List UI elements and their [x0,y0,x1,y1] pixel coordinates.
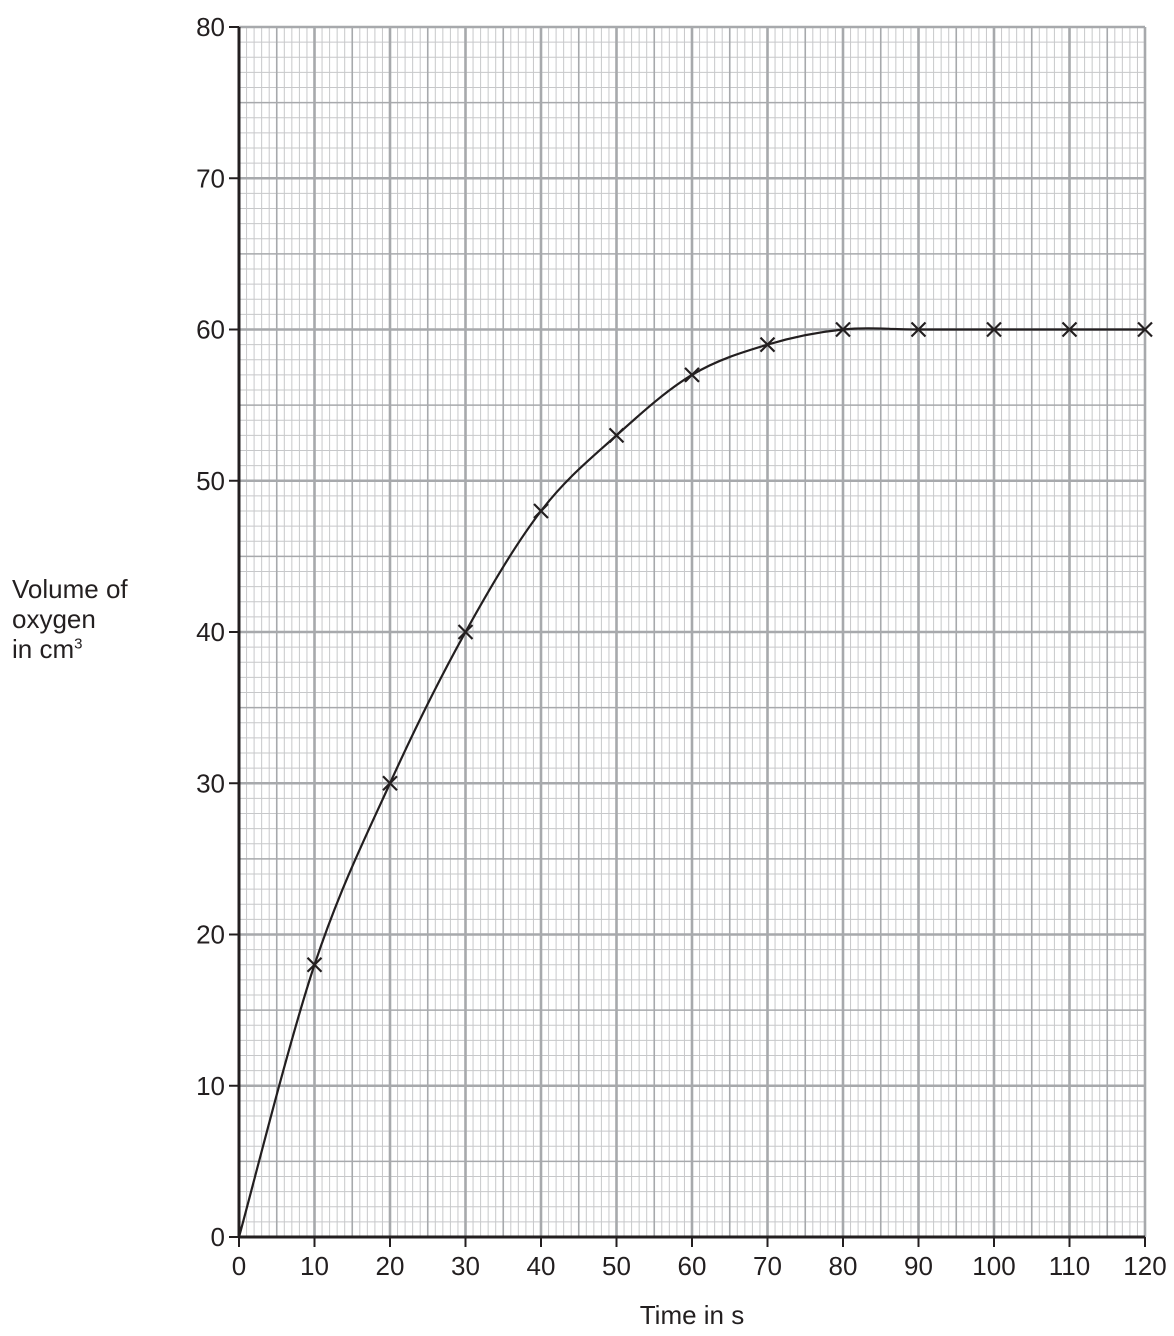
x-tick-label: 10 [300,1251,329,1281]
y-axis-unit-exponent: 3 [74,635,83,653]
data-point-marker [457,624,474,640]
y-tick-label: 40 [196,617,225,647]
x-axis-label: Time in s [640,1300,745,1330]
y-axis-label: Volume of oxygen in cm3 [12,574,128,664]
data-point-markers [306,321,1153,973]
data-point-marker [684,367,700,383]
x-tick-label: 70 [753,1251,782,1281]
x-tick-label: 30 [451,1251,480,1281]
data-point-marker [759,336,776,353]
x-tick-label: 120 [1123,1251,1166,1281]
x-tick-label: 50 [602,1251,631,1281]
y-axis-label-line-1: Volume of [12,574,128,604]
data-point-marker [835,321,851,338]
y-tick-label: 20 [196,920,225,950]
y-tick-label: 80 [196,12,225,42]
x-tick-label: 0 [232,1251,246,1281]
data-point-marker [306,956,323,973]
y-tick-label: 50 [196,466,225,496]
x-tick-labels: 0 10 20 30 40 50 60 70 80 90 100 110 120 [232,1237,1167,1281]
data-point-marker [1061,321,1078,338]
x-tick-label: 110 [1049,1251,1090,1281]
y-tick-label: 70 [196,163,225,193]
y-tick-labels: 0 10 20 30 40 50 60 70 80 [196,12,239,1252]
data-point-marker [1137,321,1153,338]
data-point-marker [382,775,398,792]
data-point-marker [910,321,927,338]
x-tick-label: 20 [376,1251,405,1281]
y-tick-label: 0 [211,1222,225,1252]
y-axis-unit: in cm [12,634,75,664]
x-tick-label: 90 [904,1251,933,1281]
data-point-marker [533,503,549,519]
x-tick-label: 40 [527,1251,556,1281]
data-point-marker [608,427,625,444]
x-tick-label: 60 [678,1251,707,1281]
y-axis-label-line-2: oxygen [12,604,96,634]
y-tick-label: 60 [196,315,225,345]
y-tick-label: 10 [196,1071,225,1101]
y-tick-label: 30 [196,768,225,798]
y-axis-label-line-3: in cm3 [12,634,128,664]
x-tick-label: 100 [972,1251,1015,1281]
grid-major-lines [237,25,1147,1239]
x-tick-label: 80 [829,1251,858,1281]
data-point-marker [986,321,1002,338]
